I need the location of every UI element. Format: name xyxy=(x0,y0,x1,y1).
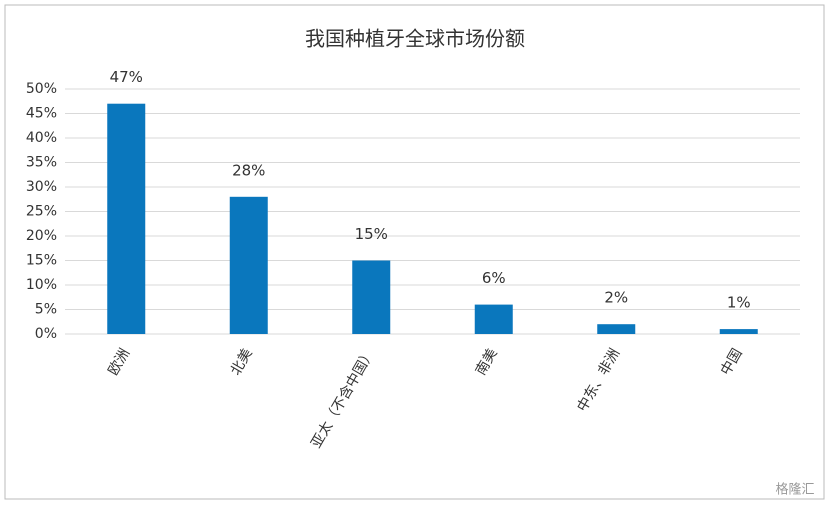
y-tick-label: 45% xyxy=(26,106,57,122)
y-tick-label: 5% xyxy=(35,302,57,318)
y-tick-label: 0% xyxy=(35,326,57,342)
value-label: 1% xyxy=(727,294,751,312)
y-tick-label: 50% xyxy=(26,81,57,97)
bar xyxy=(229,196,268,334)
y-tick-label: 30% xyxy=(26,179,57,195)
bar xyxy=(352,260,391,334)
value-label: 2% xyxy=(604,289,628,307)
bar xyxy=(719,329,758,334)
y-tick-label: 15% xyxy=(26,253,57,269)
bar xyxy=(597,324,636,334)
value-label: 6% xyxy=(482,269,506,287)
y-tick-label: 35% xyxy=(26,155,57,171)
value-label: 15% xyxy=(355,225,388,243)
watermark: 格隆汇 xyxy=(775,482,814,498)
value-label: 28% xyxy=(232,161,265,179)
y-tick-label: 40% xyxy=(26,130,57,146)
y-tick-label: 10% xyxy=(26,277,57,293)
bar xyxy=(474,304,513,334)
bar xyxy=(107,103,146,334)
y-tick-label: 25% xyxy=(26,204,57,220)
chart-title: 我国种植牙全球市场份额 xyxy=(305,27,525,51)
y-tick-label: 20% xyxy=(26,228,57,244)
value-label: 47% xyxy=(110,68,143,86)
